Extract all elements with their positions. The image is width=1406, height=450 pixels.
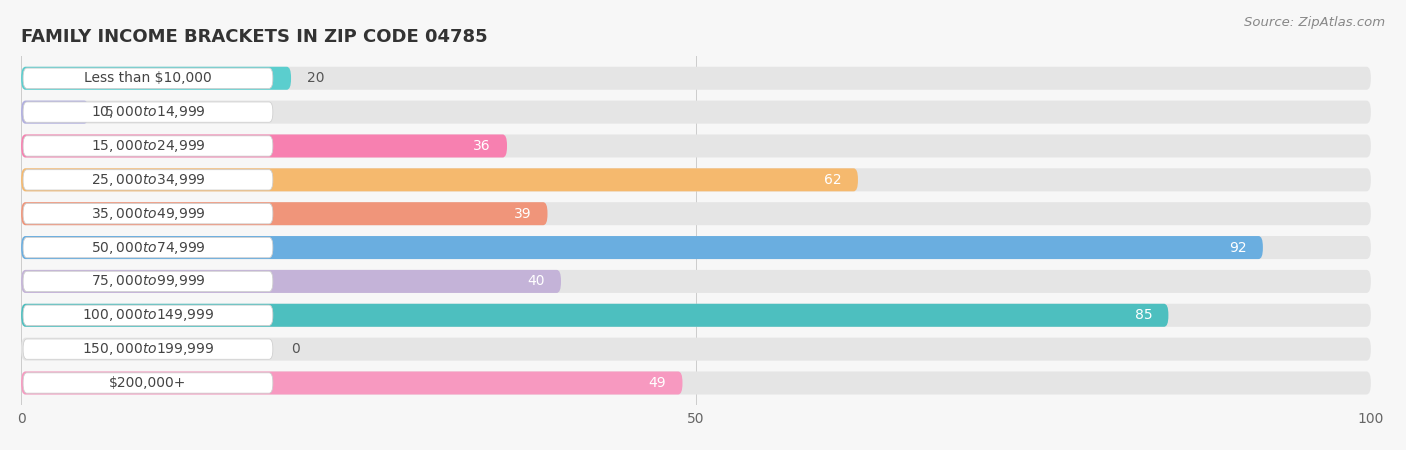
Text: $15,000 to $24,999: $15,000 to $24,999 (90, 138, 205, 154)
FancyBboxPatch shape (21, 372, 1371, 395)
FancyBboxPatch shape (21, 304, 1168, 327)
Text: 40: 40 (527, 274, 544, 288)
Text: $35,000 to $49,999: $35,000 to $49,999 (90, 206, 205, 222)
FancyBboxPatch shape (21, 202, 1371, 225)
FancyBboxPatch shape (21, 202, 547, 225)
FancyBboxPatch shape (21, 168, 858, 191)
Text: 0: 0 (291, 342, 299, 356)
Text: Less than $10,000: Less than $10,000 (84, 71, 212, 85)
Text: $150,000 to $199,999: $150,000 to $199,999 (82, 341, 214, 357)
Text: $100,000 to $149,999: $100,000 to $149,999 (82, 307, 214, 323)
FancyBboxPatch shape (21, 372, 682, 395)
FancyBboxPatch shape (22, 305, 273, 325)
FancyBboxPatch shape (21, 67, 1371, 90)
Text: $10,000 to $14,999: $10,000 to $14,999 (90, 104, 205, 120)
Text: 49: 49 (648, 376, 666, 390)
FancyBboxPatch shape (21, 338, 1371, 360)
Text: 36: 36 (474, 139, 491, 153)
Text: FAMILY INCOME BRACKETS IN ZIP CODE 04785: FAMILY INCOME BRACKETS IN ZIP CODE 04785 (21, 28, 488, 46)
FancyBboxPatch shape (22, 68, 273, 88)
FancyBboxPatch shape (22, 238, 273, 258)
FancyBboxPatch shape (22, 271, 273, 292)
FancyBboxPatch shape (21, 236, 1371, 259)
FancyBboxPatch shape (22, 203, 273, 224)
FancyBboxPatch shape (21, 168, 1371, 191)
FancyBboxPatch shape (21, 135, 1371, 157)
FancyBboxPatch shape (21, 135, 508, 157)
Text: Source: ZipAtlas.com: Source: ZipAtlas.com (1244, 16, 1385, 29)
FancyBboxPatch shape (21, 236, 1263, 259)
FancyBboxPatch shape (21, 67, 291, 90)
FancyBboxPatch shape (21, 304, 1371, 327)
Text: 20: 20 (308, 71, 325, 85)
FancyBboxPatch shape (22, 339, 273, 359)
FancyBboxPatch shape (21, 270, 561, 293)
Text: $75,000 to $99,999: $75,000 to $99,999 (90, 274, 205, 289)
FancyBboxPatch shape (22, 170, 273, 190)
FancyBboxPatch shape (22, 373, 273, 393)
FancyBboxPatch shape (22, 136, 273, 156)
FancyBboxPatch shape (21, 101, 1371, 124)
FancyBboxPatch shape (22, 102, 273, 122)
Text: 5: 5 (105, 105, 114, 119)
FancyBboxPatch shape (21, 101, 89, 124)
Text: 92: 92 (1229, 241, 1247, 255)
Text: $200,000+: $200,000+ (110, 376, 187, 390)
Text: 39: 39 (513, 207, 531, 220)
Text: 62: 62 (824, 173, 842, 187)
FancyBboxPatch shape (21, 270, 1371, 293)
Text: $50,000 to $74,999: $50,000 to $74,999 (90, 239, 205, 256)
Text: 85: 85 (1135, 308, 1152, 322)
Text: $25,000 to $34,999: $25,000 to $34,999 (90, 172, 205, 188)
